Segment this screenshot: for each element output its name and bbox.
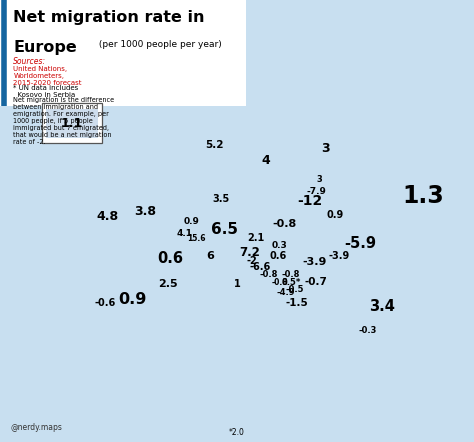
- Text: 0.9: 0.9: [118, 293, 147, 308]
- Text: 0.5*: 0.5*: [282, 278, 301, 287]
- Text: 15.6: 15.6: [187, 233, 206, 243]
- Text: 1.3: 1.3: [402, 184, 444, 208]
- Text: @nerdy.maps: @nerdy.maps: [10, 423, 62, 432]
- Text: 1: 1: [234, 279, 240, 289]
- Text: Europe: Europe: [13, 40, 77, 55]
- Text: 4.8: 4.8: [96, 210, 118, 223]
- Text: -1.5: -1.5: [286, 298, 309, 308]
- Text: -0.7: -0.7: [305, 277, 328, 287]
- Text: 2.5: 2.5: [158, 279, 177, 289]
- FancyBboxPatch shape: [42, 103, 102, 143]
- Text: -0.8: -0.8: [272, 219, 297, 229]
- FancyBboxPatch shape: [0, 0, 246, 106]
- Text: 0.3: 0.3: [272, 240, 287, 250]
- Text: 1.1: 1.1: [61, 117, 83, 130]
- Text: -2: -2: [246, 256, 257, 266]
- Text: -12: -12: [297, 194, 322, 208]
- Text: 0.9: 0.9: [326, 210, 344, 220]
- FancyBboxPatch shape: [46, 109, 98, 138]
- Text: *2.0: *2.0: [229, 428, 245, 437]
- Text: -4.9: -4.9: [276, 288, 295, 297]
- Text: -5.9: -5.9: [344, 236, 376, 251]
- Text: 4: 4: [261, 154, 270, 168]
- Text: -0.5: -0.5: [286, 286, 304, 294]
- Text: Net migration rate in: Net migration rate in: [13, 10, 205, 25]
- Text: 3: 3: [321, 142, 330, 155]
- Text: (per 1000 people per year): (per 1000 people per year): [96, 40, 222, 49]
- Text: 6.5: 6.5: [211, 222, 238, 237]
- Text: -0.8: -0.8: [282, 270, 300, 279]
- Text: -6.6: -6.6: [250, 262, 271, 271]
- Text: 5.2: 5.2: [206, 140, 224, 150]
- Text: -7.9: -7.9: [306, 187, 326, 196]
- Text: -0.8: -0.8: [259, 270, 278, 278]
- Text: 2.1: 2.1: [247, 233, 264, 243]
- Text: 4.1: 4.1: [176, 229, 192, 238]
- Text: Net migration is the difference
between immigration and
emigration. For example,: Net migration is the difference between …: [13, 97, 114, 145]
- Text: -3.9: -3.9: [329, 251, 350, 261]
- Text: 7.2: 7.2: [239, 246, 260, 259]
- Text: -0.3: -0.3: [359, 327, 377, 335]
- Text: * UN data includes
  Kosovo in Serbia: * UN data includes Kosovo in Serbia: [13, 85, 79, 98]
- Text: -3.9: -3.9: [302, 257, 327, 267]
- Text: 3.4: 3.4: [369, 299, 395, 314]
- Text: -0.6: -0.6: [95, 298, 116, 308]
- Text: 6: 6: [206, 251, 214, 261]
- Text: 3.5: 3.5: [212, 194, 230, 204]
- Text: -0.8: -0.8: [272, 278, 288, 287]
- Text: Sources:: Sources:: [13, 57, 46, 65]
- Text: 3: 3: [316, 175, 322, 184]
- Text: 3.8: 3.8: [134, 205, 156, 218]
- Text: 0.6: 0.6: [269, 251, 287, 261]
- Text: 0.9: 0.9: [183, 217, 200, 226]
- Text: United Nations,
Worldometers,
2015-2020 forecast: United Nations, Worldometers, 2015-2020 …: [13, 66, 82, 86]
- Text: 0.6: 0.6: [158, 251, 183, 267]
